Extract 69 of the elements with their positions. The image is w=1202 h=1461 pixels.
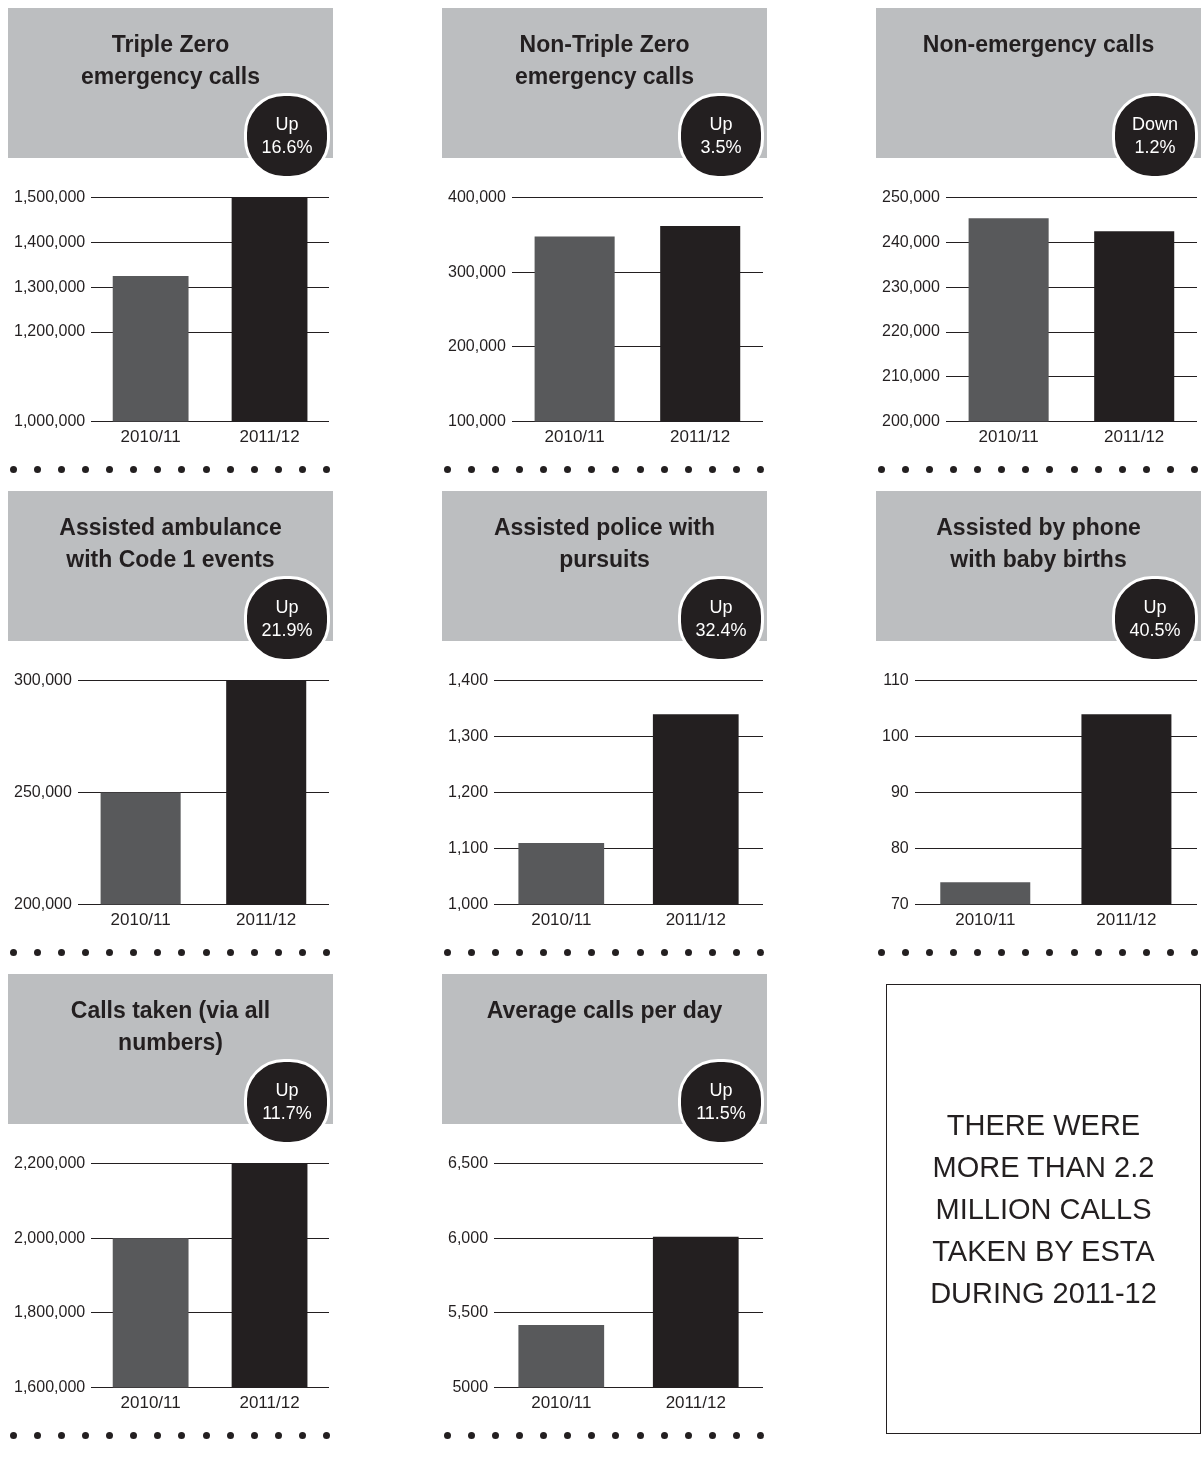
- x-tick-label: 2010/11: [978, 427, 1039, 447]
- chart-title: Assisted police with pursuits: [493, 514, 716, 572]
- x-tick-label: 2010/11: [110, 910, 171, 930]
- x-tick-label: 2010/11: [955, 910, 1016, 930]
- y-tick-label: 200,000: [881, 412, 940, 430]
- circle-badge: Up 32.4%: [678, 576, 764, 662]
- y-tick-label: 300,000: [447, 262, 506, 280]
- y-tick-label: 2,000,000: [13, 1228, 86, 1246]
- y-tick-label: 250,000: [13, 783, 72, 801]
- chart-title: Assisted ambulance with Code 1 events: [59, 514, 282, 572]
- chart-title: Average calls per day: [486, 997, 723, 1023]
- y-tick-label: 100: [881, 727, 909, 745]
- y-tick-label: 80: [890, 839, 909, 857]
- y-tick-label: 6,500: [447, 1154, 489, 1172]
- circle-badge: Up 21.9%: [244, 576, 330, 662]
- y-tick-label: 1,300: [447, 727, 489, 745]
- y-tick-label: 1,300,000: [13, 277, 86, 295]
- x-tick-label: 2011/12: [239, 1393, 300, 1413]
- y-tick-label: 5,500: [447, 1303, 489, 1321]
- x-tick-label: 2011/12: [1104, 427, 1165, 447]
- x-tick-label: 2010/11: [531, 910, 592, 930]
- y-tick-label: 300,000: [13, 671, 72, 689]
- y-tick-label: 1,200: [447, 783, 489, 801]
- y-tick-label: 240,000: [881, 232, 940, 250]
- y-tick-label: 210,000: [881, 367, 940, 385]
- circle-badge: Down 1.2%: [1112, 93, 1198, 179]
- x-tick-label: 2010/11: [531, 1393, 592, 1413]
- y-tick-label: 200,000: [447, 337, 506, 355]
- y-tick-label: 1,200,000: [13, 322, 86, 340]
- chart-title: Non-Triple Zero emergency calls: [514, 31, 694, 89]
- y-tick-label: 1,800,000: [13, 1303, 86, 1321]
- circle-badge: Up 40.5%: [1112, 576, 1198, 662]
- y-tick-label: 1,400: [447, 671, 489, 689]
- circle-badge: Up 11.5%: [678, 1059, 764, 1145]
- y-tick-label: 110: [883, 671, 909, 689]
- x-tick-label: 2011/12: [665, 910, 726, 930]
- y-tick-label: 230,000: [881, 277, 940, 295]
- x-tick-label: 2011/12: [239, 427, 300, 447]
- y-tick-label: 5000: [452, 1378, 489, 1396]
- y-tick-label: 200,000: [13, 895, 72, 913]
- y-tick-label: 6,000: [447, 1228, 489, 1246]
- x-tick-label: 2011/12: [1096, 910, 1157, 930]
- y-tick-label: 1,500,000: [13, 188, 86, 206]
- y-tick-label: 220,000: [881, 322, 940, 340]
- y-tick-label: 1,400,000: [13, 232, 86, 250]
- circle-badge: Up 11.7%: [244, 1059, 330, 1145]
- x-tick-label: 2011/12: [665, 1393, 726, 1413]
- chart-title: Assisted by phone with baby births: [936, 514, 1141, 572]
- text: THERE WERE MORE THAN 2.2 MILLION CALLS TAKEN BY ESTA DURING 2011-12: [929, 1108, 1158, 1311]
- x-tick-label: 2010/11: [544, 427, 605, 447]
- y-tick-label: 70: [890, 895, 909, 913]
- y-tick-label: 1,000: [447, 895, 489, 913]
- x-tick-label: 2011/12: [670, 427, 731, 447]
- y-tick-label: 100,000: [447, 412, 506, 430]
- circle-badge: Up 16.6%: [244, 93, 330, 179]
- y-tick-label: 1,600,000: [13, 1378, 86, 1396]
- circle-badge: Up 3.5%: [678, 93, 764, 179]
- y-tick-label: 400,000: [447, 188, 506, 206]
- y-tick-label: 1,000,000: [13, 412, 86, 430]
- x-tick-label: 2010/11: [120, 427, 181, 447]
- chart-title: Calls taken (via all numbers): [70, 997, 271, 1055]
- y-tick-label: 2,200,000: [13, 1154, 86, 1172]
- y-tick-label: 1,100: [447, 839, 489, 857]
- chart-title: Non-emergency calls: [922, 31, 1155, 57]
- x-tick-label: 2010/11: [120, 1393, 181, 1413]
- x-tick-label: 2011/12: [236, 910, 297, 930]
- chart-title: Triple Zero emergency calls: [80, 31, 260, 89]
- y-tick-label: 90: [890, 783, 909, 801]
- y-tick-label: 250,000: [881, 188, 940, 206]
